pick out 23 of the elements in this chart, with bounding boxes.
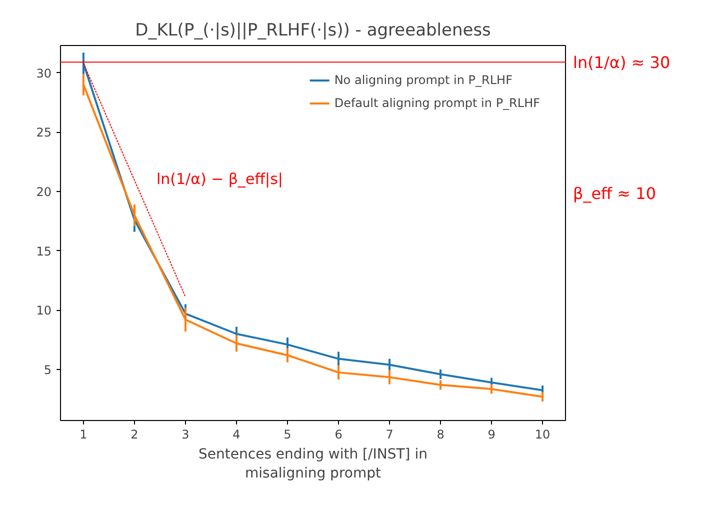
chart-title: D_KL(P_(·|s)||P_RLHF(·|s)) - agreeableness — [135, 20, 492, 40]
y-tick-label: 5 — [44, 362, 52, 377]
x-tick-label: 9 — [488, 428, 496, 442]
annotation: ln(1/α) − β_eff|s| — [156, 170, 283, 188]
x-tick-label: 8 — [436, 428, 444, 442]
x-tick-label: 6 — [334, 428, 342, 442]
x-tick-label: 7 — [386, 428, 394, 442]
y-tick-label: 30 — [36, 66, 52, 80]
y-tick-label: 20 — [36, 184, 52, 199]
legend-label: No aligning prompt in P_RLHF — [334, 73, 512, 87]
ref-line-label: ln(1/α) ≈ 30 — [573, 53, 670, 72]
x-axis-title: Sentences ending with [/INST] in misaligning prompt — [198, 446, 428, 482]
y-tick-label: 15 — [36, 244, 52, 258]
x-tick-label: 5 — [284, 428, 292, 442]
text: β_eff ≈ 10 — [573, 184, 656, 203]
x-tick-label: 4 — [232, 428, 240, 442]
y-tick-label: 10 — [36, 304, 52, 318]
x-tick-label: 1 — [80, 428, 88, 442]
x-tick-label: 2 — [130, 428, 138, 442]
y-tick-label: 25 — [36, 126, 52, 140]
legend-label: Default aligning prompt in P_RLHF — [334, 96, 540, 110]
x-tick-label: 10 — [534, 428, 550, 442]
x-tick-label: 3 — [182, 428, 190, 442]
